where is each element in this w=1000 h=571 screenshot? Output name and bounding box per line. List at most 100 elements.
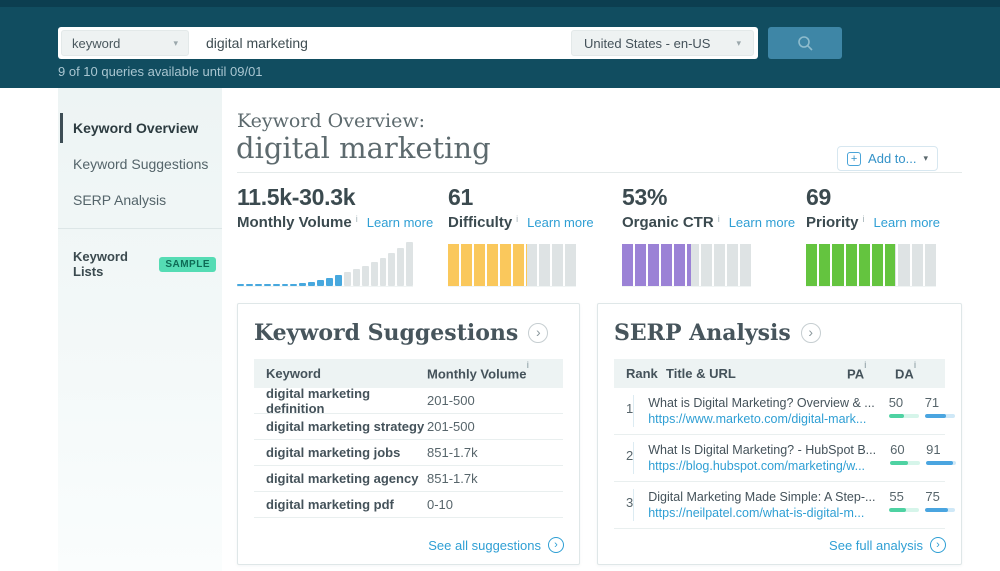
keyword-suggestions-card: Keyword Suggestions › Keyword Monthly Vo… [237, 303, 580, 565]
sidebar-item-serp-analysis[interactable]: SERP Analysis [73, 192, 167, 208]
keyword-lists-label: Keyword Lists [73, 249, 128, 279]
suggestion-keyword[interactable]: digital marketing definition [266, 385, 371, 416]
da-score-bar [924, 414, 955, 418]
suggestions-table-body: digital marketing definition 201-500 digit… [254, 385, 563, 518]
card-title: SERP Analysis [614, 320, 791, 346]
pa-score: 60 [884, 442, 921, 474]
info-icon: i [516, 214, 519, 224]
metric-label: Organic CTR [622, 214, 714, 231]
caret-down-icon: ▾ [173, 37, 178, 48]
learn-more-link[interactable]: Learn more [873, 215, 940, 230]
difficulty-chart [448, 243, 576, 287]
da-score: 91 [920, 442, 957, 474]
learn-more-link[interactable]: Learn more [728, 215, 796, 230]
caret-down-icon: ▾ [736, 37, 741, 48]
suggestion-volume: 851-1.7k [427, 471, 478, 486]
learn-more-link[interactable]: Learn more [366, 215, 434, 230]
locale-select[interactable]: United States - en-US ▾ [571, 30, 754, 56]
histogram-bar [397, 248, 405, 286]
serp-rank: 2 [626, 442, 635, 474]
suggestion-row: digital marketing agency 851-1.7k [254, 466, 563, 492]
histogram-bar [361, 266, 369, 286]
segment-bar [713, 244, 725, 286]
serp-title-url: Digital Marketing Made Simple: A Step-..… [634, 489, 883, 521]
da-score: 71 [919, 395, 955, 427]
serp-result-url[interactable]: https://www.marketo.com/digital-mark... [648, 412, 867, 426]
info-icon: i [864, 360, 867, 371]
segment-bar [687, 244, 699, 286]
sidebar-item-keyword-lists[interactable]: Keyword Lists SAMPLE [58, 237, 222, 291]
add-to-button[interactable]: + Add to... ▾ [837, 146, 938, 171]
segment-bar [565, 244, 576, 286]
sidebar-item-keyword-suggestions[interactable]: Keyword Suggestions [73, 156, 209, 172]
metric-value: 11.5k-30.3k [237, 184, 356, 210]
segment-bar [552, 244, 563, 286]
histogram-bar [379, 258, 387, 286]
metric-monthly-volume: 11.5k-30.3k Monthly Volume i Learn more [237, 184, 433, 287]
pa-score-value: 55 [889, 489, 904, 504]
da-score-value: 75 [925, 489, 940, 504]
monthly-volume-chart [237, 242, 414, 287]
serp-result-url[interactable]: https://blog.hubspot.com/marketing/w... [648, 459, 866, 473]
pa-score-bar [888, 414, 919, 418]
metric-value: 61 [448, 184, 473, 210]
suggestion-volume: 0-10 [427, 497, 454, 512]
locale-select-value: United States - en-US [584, 35, 711, 51]
queries-remaining-note: 9 of 10 queries available until 09/01 [58, 64, 263, 79]
segment-bar [726, 244, 738, 286]
serp-row: 2 What Is Digital Marketing? - HubSpot B.… [614, 435, 957, 482]
segment-bar [635, 244, 647, 286]
metric-value: 53% [622, 184, 668, 210]
search-icon [797, 35, 814, 52]
da-score-bar [926, 461, 957, 465]
column-rank: Rank [626, 366, 658, 381]
pa-score-bar [890, 461, 921, 465]
learn-more-link[interactable]: Learn more [527, 215, 594, 230]
suggestion-keyword[interactable]: digital marketing agency [266, 471, 419, 486]
metric-label: Monthly Volume [237, 214, 352, 231]
pa-score-value: 50 [888, 395, 904, 410]
histogram-bar [388, 253, 396, 286]
histogram-bar [343, 272, 351, 286]
suggestion-volume: 851-1.7k [427, 445, 478, 460]
suggestion-row: digital marketing strategy 201-500 [254, 414, 563, 440]
see-full-analysis-link[interactable]: See full analysis › [829, 537, 946, 553]
suggestion-keyword[interactable]: digital marketing pdf [266, 497, 394, 512]
page-title: digital marketing [236, 131, 491, 165]
search-input[interactable] [192, 27, 572, 59]
segment-bar [661, 244, 673, 286]
serp-result-url[interactable]: https://neilpatel.com/what-is-digital-m.… [648, 506, 865, 520]
suggestion-keyword[interactable]: digital marketing jobs [266, 445, 401, 460]
column-title-url: Title & URL [666, 366, 736, 381]
serp-title-url: What is Digital Marketing? Overview & ..… [634, 395, 882, 427]
chevron-right-icon[interactable]: › [800, 323, 821, 343]
histogram-bar [317, 280, 325, 286]
serp-result-title: What Is Digital Marketing? - HubSpot B..… [648, 443, 877, 457]
info-icon: i [526, 360, 529, 371]
serp-table-body: 1 What is Digital Marketing? Overview & .… [614, 388, 957, 529]
page-eyebrow: Keyword Overview: [237, 110, 426, 132]
suggestion-row: digital marketing pdf 0-10 [254, 492, 563, 518]
suggestion-keyword[interactable]: digital marketing strategy [266, 419, 425, 434]
segment-bar [622, 244, 634, 286]
metric-organic-ctr: 53% Organic CTR i Learn more [622, 184, 795, 287]
histogram-bar [326, 278, 333, 286]
sidebar: Keyword Overview Keyword Suggestions SER… [58, 88, 222, 571]
see-all-suggestions-link[interactable]: See all suggestions › [428, 537, 564, 553]
suggestions-table-header: Keyword Monthly Volumei [254, 359, 563, 388]
scope-select[interactable]: keyword ▾ [61, 30, 189, 56]
caret-down-icon: ▾ [923, 153, 928, 163]
suggestion-volume: 201-500 [427, 393, 475, 408]
serp-rank: 1 [626, 395, 635, 427]
chevron-right-icon[interactable]: › [528, 323, 549, 343]
segment-bar [526, 244, 537, 286]
metric-label: Difficulty [448, 214, 513, 231]
segment-bar [885, 244, 897, 286]
histogram-bar [254, 284, 262, 286]
search-button[interactable] [768, 27, 842, 59]
suggestion-row: digital marketing definition 201-500 [254, 385, 563, 416]
segment-bar [858, 244, 871, 286]
segment-bar [500, 244, 511, 286]
sidebar-item-keyword-overview[interactable]: Keyword Overview [58, 110, 222, 146]
segment-bar [448, 244, 459, 286]
